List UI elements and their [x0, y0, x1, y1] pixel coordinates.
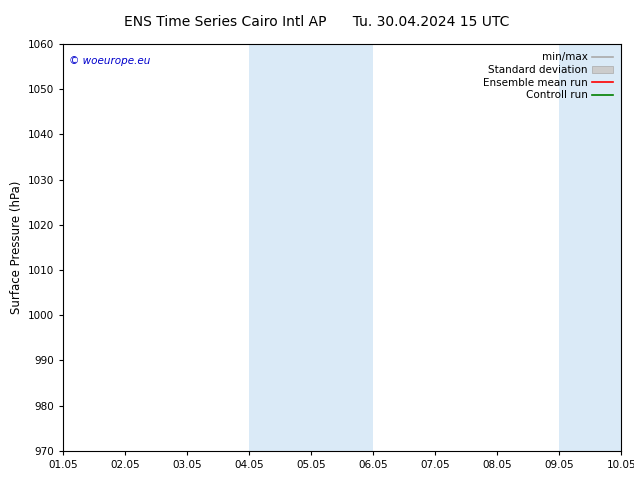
Y-axis label: Surface Pressure (hPa): Surface Pressure (hPa) [10, 181, 23, 314]
Text: © woeurope.eu: © woeurope.eu [69, 56, 150, 66]
Text: ENS Time Series Cairo Intl AP      Tu. 30.04.2024 15 UTC: ENS Time Series Cairo Intl AP Tu. 30.04.… [124, 15, 510, 29]
Bar [249, 44, 311, 451]
Bar [311, 44, 373, 451]
Legend: min/max, Standard deviation, Ensemble mean run, Controll run: min/max, Standard deviation, Ensemble me… [480, 49, 616, 103]
Bar [559, 44, 621, 451]
